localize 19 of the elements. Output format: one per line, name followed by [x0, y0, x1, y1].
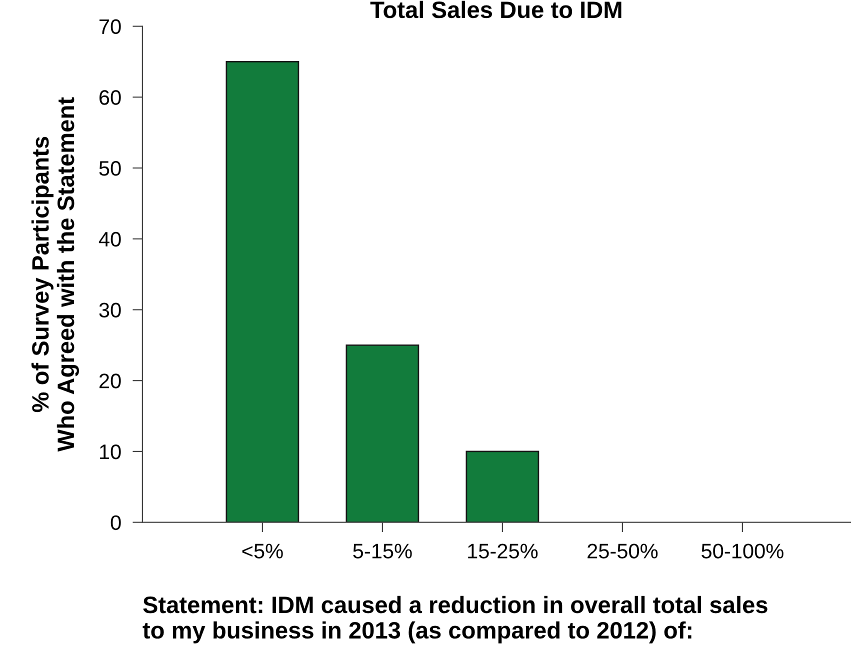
y-tick-label: 70 [100, 19, 121, 34]
y-tick-label: 40 [98, 232, 121, 247]
y-axis-title: % of Survey Participants Who Agreed with the Statement [31, 97, 80, 452]
bar [466, 450, 540, 522]
chart-title: Total Sales Due to IDM [370, 0, 622, 18]
bar [226, 61, 300, 522]
x-axis-title: Statement: IDM caused a reduction in overall total sales to my business in 2013 (as compared to 2012) of: [142, 596, 768, 644]
x-tick-label: <5% [242, 544, 283, 558]
x-tick-label: 5-15% [353, 544, 412, 558]
x-tick-label: 50-100% [702, 544, 784, 558]
y-tick-label: 60 [100, 90, 121, 105]
x-tick-label: 25-50% [588, 544, 658, 558]
y-tick-label: 50 [99, 161, 121, 176]
y-tick-label: 0 [110, 515, 121, 530]
y-tick-label: 10 [100, 444, 121, 460]
y-tick-label: 20 [99, 374, 121, 388]
x-tick-label: 15-25% [468, 544, 538, 558]
y-tick-label: 30 [99, 302, 121, 318]
bar [346, 344, 420, 522]
